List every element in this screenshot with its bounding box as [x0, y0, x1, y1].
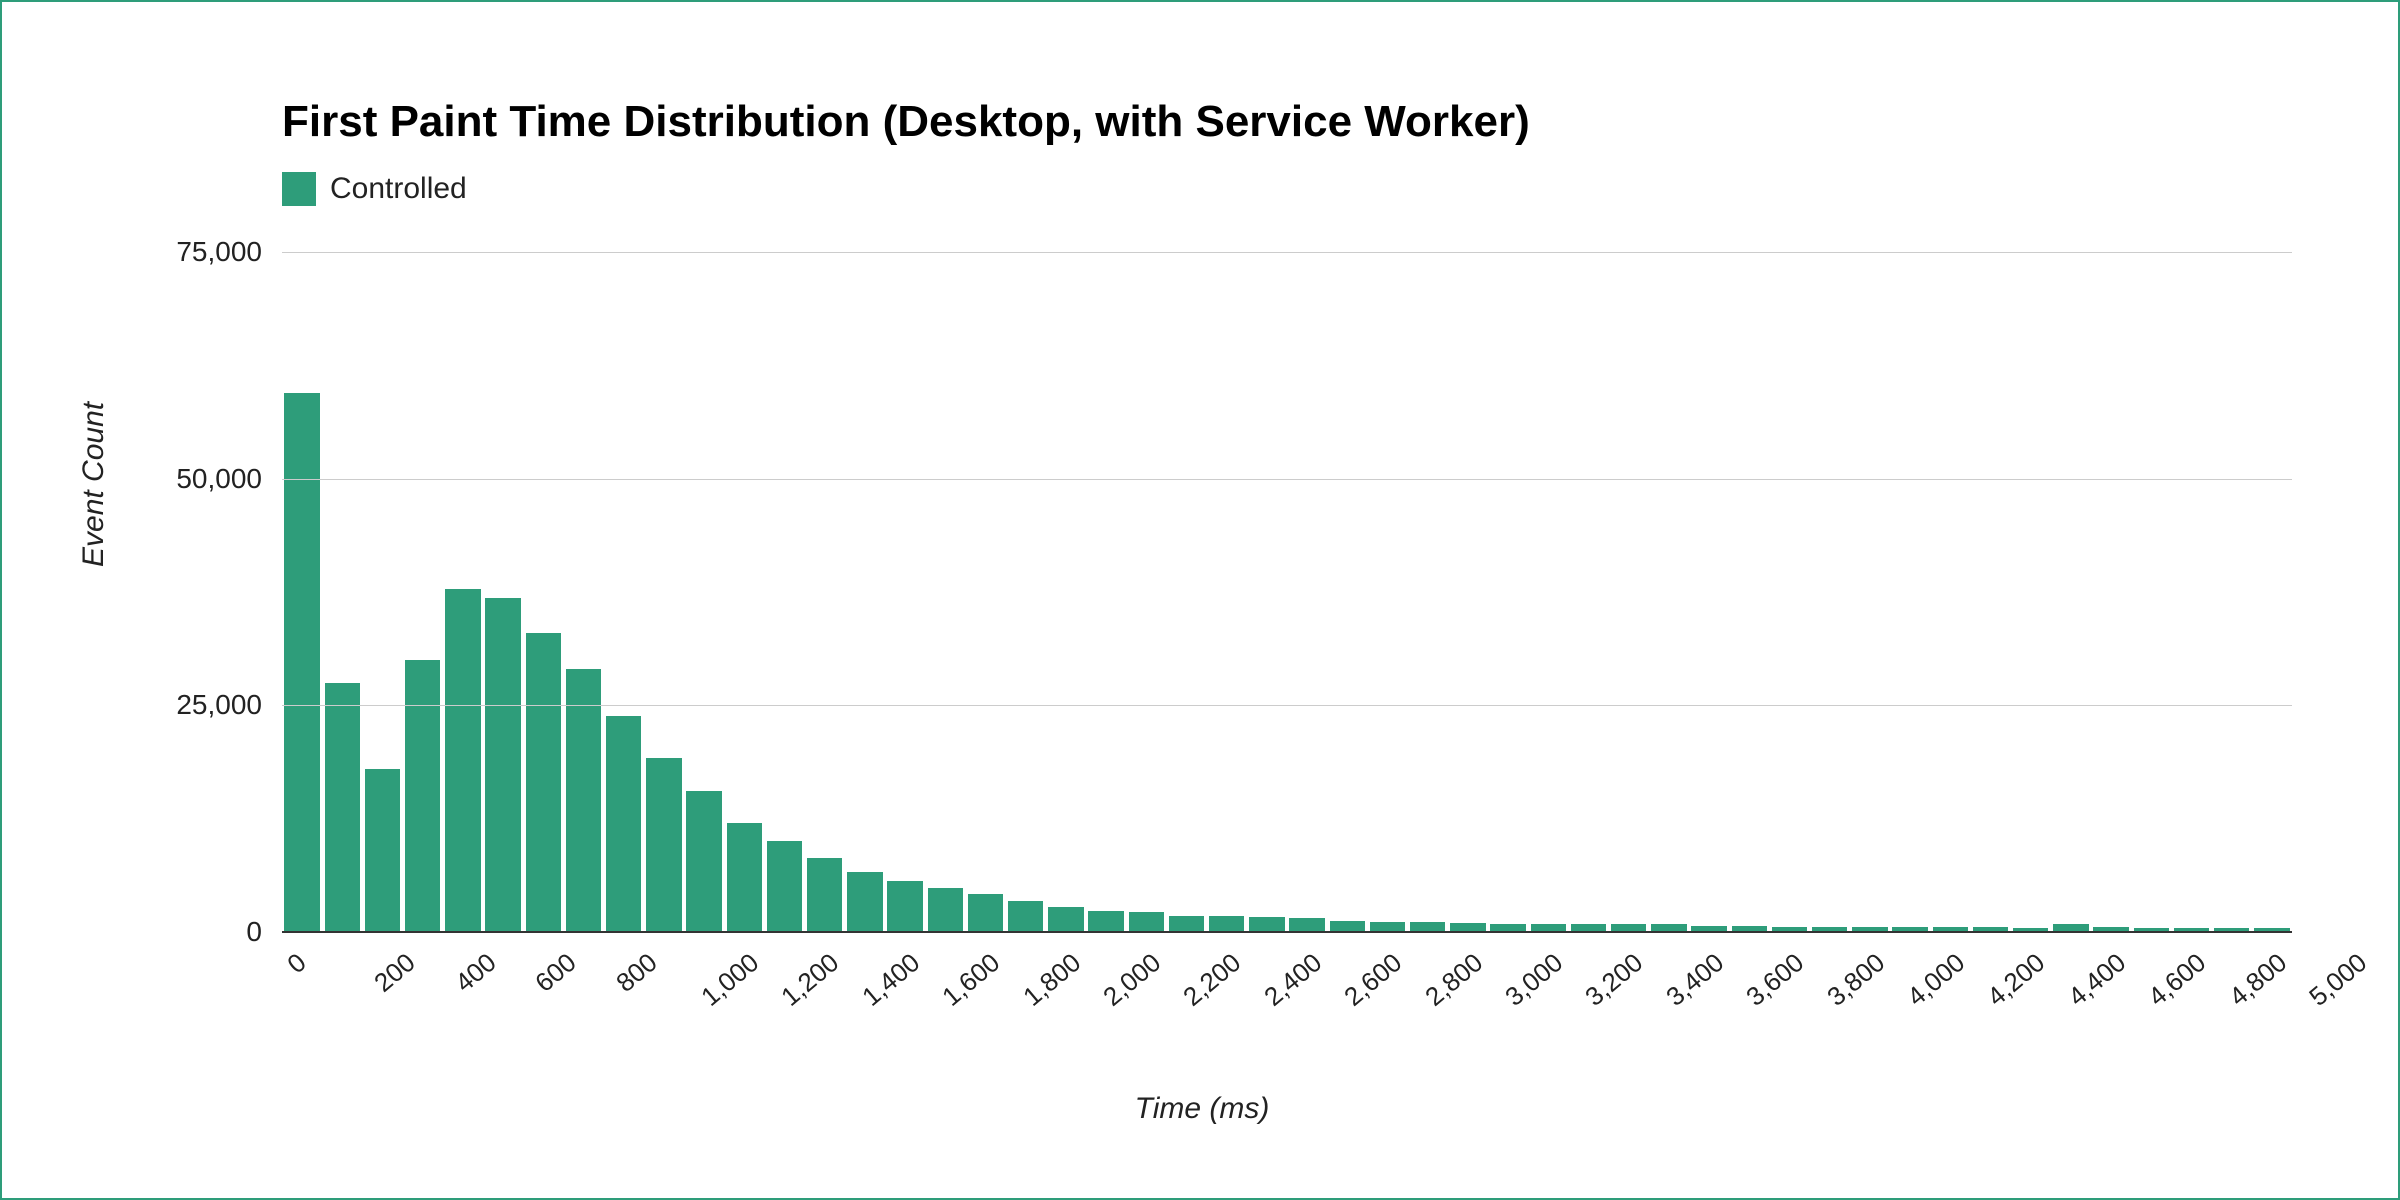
x-tick-label: 4,200 — [1982, 947, 2052, 1013]
histogram-bar — [405, 660, 440, 932]
gridline — [282, 705, 2292, 706]
x-tick-label: 1,800 — [1017, 947, 1087, 1013]
histogram-bar — [1048, 907, 1083, 932]
x-tick-label: 2,800 — [1419, 947, 1489, 1013]
x-tick-label: 1,400 — [856, 947, 926, 1013]
histogram-bar — [365, 769, 400, 932]
histogram-bar — [646, 758, 681, 932]
y-tick-label: 75,000 — [142, 236, 262, 268]
histogram-bar — [1249, 917, 1284, 932]
histogram-bar — [606, 716, 641, 932]
histogram-bar — [968, 894, 1003, 932]
histogram-bar — [445, 589, 480, 932]
x-tick-label: 4,400 — [2062, 947, 2132, 1013]
histogram-bar — [1289, 918, 1324, 933]
histogram-bar — [284, 393, 319, 932]
x-tick-label: 800 — [610, 947, 663, 999]
x-tick-label: 200 — [369, 947, 422, 999]
x-tick-label: 3,200 — [1580, 947, 1650, 1013]
histogram-bar — [325, 683, 360, 932]
y-tick-label: 50,000 — [142, 463, 262, 495]
chart-frame: First Paint Time Distribution (Desktop, … — [0, 0, 2400, 1200]
histogram-bar — [847, 872, 882, 932]
x-tick-label: 600 — [529, 947, 582, 999]
x-tick-label: 2,200 — [1178, 947, 1248, 1013]
histogram-bar — [928, 888, 963, 932]
histogram-bar — [1169, 916, 1204, 932]
histogram-bar — [1209, 916, 1244, 932]
chart-title: First Paint Time Distribution (Desktop, … — [282, 97, 1530, 147]
x-tick-label: 4,800 — [2223, 947, 2293, 1013]
y-tick-label: 25,000 — [142, 689, 262, 721]
x-tick-label: 3,000 — [1499, 947, 1569, 1013]
x-tick-label: 1,000 — [695, 947, 765, 1013]
x-tick-label: 2,600 — [1338, 947, 1408, 1013]
x-tick-label: 3,400 — [1660, 947, 1730, 1013]
histogram-bar — [727, 823, 762, 932]
histogram-bar — [566, 669, 601, 932]
histogram-bar — [887, 881, 922, 932]
gridline — [282, 252, 2292, 253]
legend-swatch — [282, 172, 316, 206]
x-tick-label: 2,400 — [1258, 947, 1328, 1013]
x-tick-label: 1,200 — [776, 947, 846, 1013]
x-tick-label: 400 — [449, 947, 502, 999]
legend-label: Controlled — [330, 172, 467, 206]
x-tick-label: 2,000 — [1097, 947, 1167, 1013]
x-tick-label: 5,000 — [2303, 947, 2373, 1013]
x-axis-label: Time (ms) — [2, 1092, 2400, 1126]
plot-area — [282, 252, 2292, 932]
x-tick-label: 4,000 — [1901, 947, 1971, 1013]
x-axis-line — [282, 931, 2292, 933]
histogram-bar — [1008, 901, 1043, 932]
histogram-bar — [485, 598, 520, 932]
x-tick-label: 0 — [281, 947, 312, 980]
y-tick-label: 0 — [142, 916, 262, 948]
histogram-bar — [1129, 912, 1164, 932]
bars-container — [282, 252, 2292, 932]
x-tick-label: 1,600 — [936, 947, 1006, 1013]
histogram-bar — [807, 858, 842, 932]
histogram-bar — [686, 791, 721, 932]
y-axis-label: Event Count — [77, 402, 111, 567]
legend: Controlled — [282, 172, 467, 206]
x-tick-label: 4,600 — [2142, 947, 2212, 1013]
histogram-bar — [1088, 911, 1123, 932]
x-tick-label: 3,600 — [1740, 947, 1810, 1013]
histogram-bar — [767, 841, 802, 932]
histogram-bar — [526, 633, 561, 932]
x-tick-label: 3,800 — [1821, 947, 1891, 1013]
gridline — [282, 479, 2292, 480]
